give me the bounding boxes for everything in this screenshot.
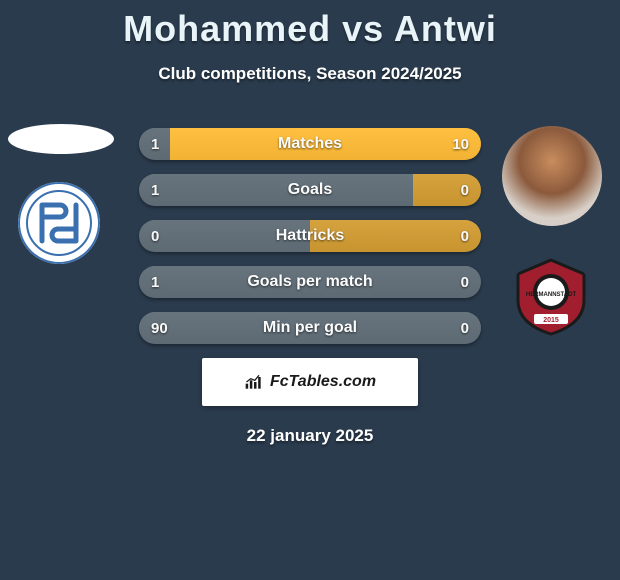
player-right-avatar: [502, 126, 602, 226]
subtitle: Club competitions, Season 2024/2025: [0, 64, 620, 84]
stat-row: 900Min per goal: [139, 312, 481, 344]
svg-text:2015: 2015: [543, 317, 559, 324]
watermark-text: FcTables.com: [270, 373, 376, 391]
stat-row: 00Hattricks: [139, 220, 481, 252]
page-title: Mohammed vs Antwi: [0, 0, 620, 50]
stat-label: Matches: [139, 128, 481, 160]
chart-icon: [244, 373, 264, 391]
club-right-crest: HERMANNSTADT 2015: [510, 256, 592, 338]
stats-container: 110Matches 10Goals 00Hattricks 10Goals per …: [139, 116, 481, 344]
stat-row: 10Goals per match: [139, 266, 481, 298]
club-left-crest: [18, 182, 100, 264]
player-left-avatar: [8, 124, 114, 154]
svg-text:HERMANNSTADT: HERMANNSTADT: [526, 292, 577, 298]
stat-label: Goals per match: [139, 266, 481, 298]
date-label: 22 january 2025: [0, 426, 620, 446]
stat-label: Goals: [139, 174, 481, 206]
stat-label: Hattricks: [139, 220, 481, 252]
comparison-area: HERMANNSTADT 2015 110Matches 10Goals 00Hat…: [0, 116, 620, 446]
stat-label: Min per goal: [139, 312, 481, 344]
stat-row: 110Matches: [139, 128, 481, 160]
stat-row: 10Goals: [139, 174, 481, 206]
watermark: FcTables.com: [202, 358, 418, 406]
